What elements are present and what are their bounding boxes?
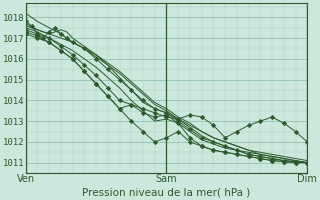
X-axis label: Pression niveau de la mer( hPa ): Pression niveau de la mer( hPa )	[82, 187, 251, 197]
